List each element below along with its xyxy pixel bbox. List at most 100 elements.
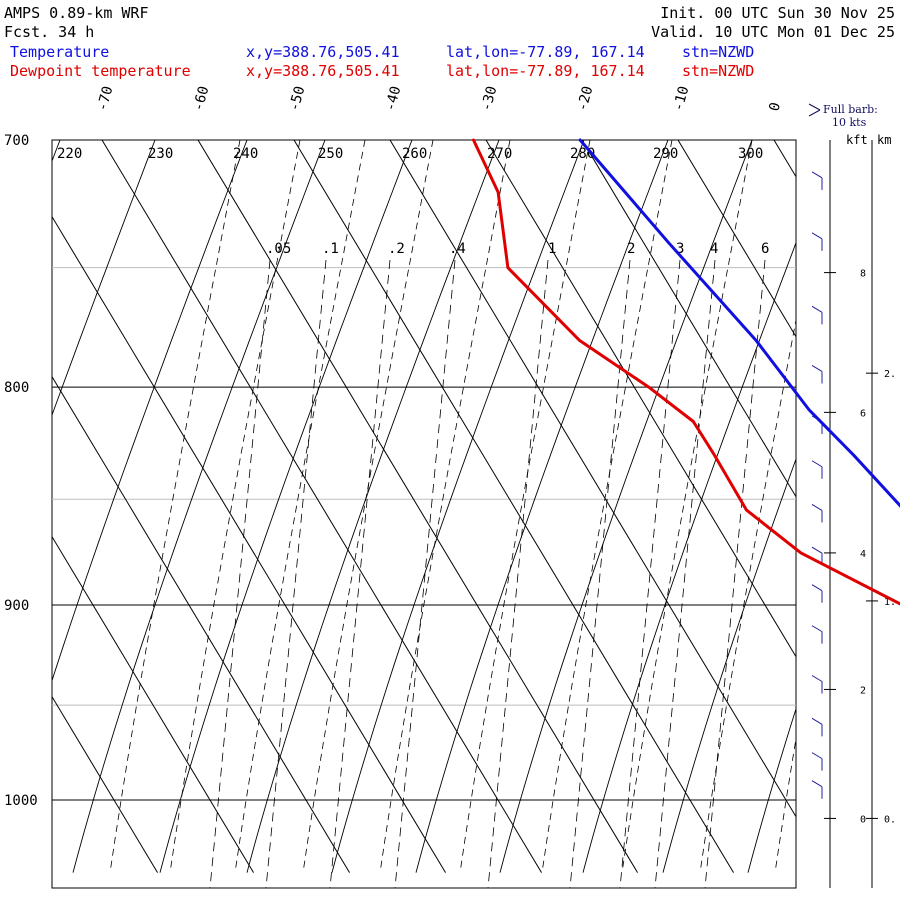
mixing-ratio-line [265,259,327,888]
pressure-label-1000: 1000 [4,793,38,809]
barb-legend: Full barb: 10 kts [808,103,878,129]
dry-adiabat [52,140,156,417]
wind-barbs [811,171,823,799]
wind-barb [811,460,823,479]
dry-adiabat [246,140,500,873]
isotherm-label: -20 [574,84,596,113]
wind-barb [811,584,823,603]
isotherm [389,140,796,818]
temperature-station: stn=NZWD [682,43,754,61]
mixing-ratio-label: .4 [449,241,466,257]
wind-barb-flag [811,546,823,554]
isotherm [52,695,158,873]
wind-barb [811,305,823,325]
moist-adiabat [109,140,241,873]
mixing-ratio-label: 6 [761,241,769,257]
isotherm-label: -10 [670,84,692,113]
temperature-legend: Temperature [10,43,109,61]
legend-barb-flag [808,109,821,117]
wind-barb [811,232,823,251]
wind-barb [811,504,823,523]
wind-barb-flag [811,504,823,511]
theta-label: 260 [402,146,427,162]
isotherm-label: -40 [382,84,404,113]
wind-barb [811,625,823,644]
dry-adiabat [747,707,796,873]
theta-label: 230 [148,146,173,162]
isotherm-label: -50 [286,84,308,113]
wind-barb-flag [811,625,823,633]
dry-adiabat [52,140,248,683]
mixing-ratio-line [487,259,549,888]
mixing-ratio-line [619,259,681,888]
pressure-label-800: 800 [4,380,29,396]
kft-label: 2 [860,685,866,696]
kft-axis-label: kft [846,133,868,147]
dry-adiabat [72,140,326,873]
wind-barb [811,171,823,190]
moist-adiabat [541,140,673,873]
temperature-profile [578,138,900,508]
init-time: Init. 00 UTC Sun 30 Nov 25 [660,4,895,22]
isotherm [485,140,796,658]
plot-frame [51,139,797,889]
theta-label: 220 [57,146,82,162]
moist-adiabat [169,140,301,873]
isotherm [101,140,542,873]
mixing-ratio-line [329,259,391,888]
dry-adiabat [833,140,900,873]
wind-barb [811,752,823,771]
wind-barb-flag [811,232,823,240]
wind-barb-flag [811,460,823,468]
dewpoint-profile [472,138,900,606]
mixing-ratio-label: 1 [548,241,556,257]
moist-adiabat [234,140,366,873]
mixing-ratio-label: 2 [627,241,635,257]
mixing-ratio-label: .05 [266,241,291,257]
km-label: 0. [884,814,896,825]
wind-barb [811,717,823,737]
mixing-ratio-label: .1 [322,241,339,257]
dry-adiabat [159,140,413,873]
mixing-ratio-line [209,259,271,888]
kft-label: 0 [860,814,866,825]
wind-barb-flag [811,752,823,760]
legend-barb-staff [808,103,821,111]
pressure-label-900: 900 [4,598,29,614]
moist-adiabat [379,140,511,873]
dry-adiabat [415,140,669,873]
valid-time: Valid. 10 UTC Mon 01 Dec 25 [651,23,895,41]
mixing-ratio-line [394,259,456,888]
moist-adiabat [302,140,434,873]
dry-adiabat [331,140,585,873]
wind-barb [811,675,823,694]
isotherm [293,140,734,873]
isotherm-label: -70 [94,84,116,113]
forecast-hour: Fcst. 34 h [4,23,94,41]
moist-adiabat [621,140,753,873]
wind-barb-flag [811,675,823,682]
isotherm-label: -60 [190,84,212,113]
theta-label: 250 [318,146,343,162]
wind-barb [811,365,823,384]
mixing-ratio-label: .2 [388,241,405,257]
dewpoint-station: stn=NZWD [682,62,754,80]
temperature-latlon: lat,lon=-77.89, 167.14 [446,43,645,61]
km-label: 2. [884,369,896,380]
wind-barb-flag [811,717,823,725]
theta-label: 240 [233,146,258,162]
dry-adiabat [499,140,753,873]
model-title: AMPS 0.89-km WRF [4,4,149,22]
barb-legend-line2: 10 kts [832,116,867,129]
isotherm [52,375,350,873]
dry-adiabat [662,457,796,873]
mixing-ratio-label: 3 [676,241,684,257]
mixing-ratio-line [569,259,631,888]
isotherm-label: -30 [478,84,500,113]
wind-barb-flag [811,584,823,592]
dewpoint-latlon: lat,lon=-77.89, 167.14 [446,62,645,80]
wind-barb-flag [811,305,823,313]
wind-barb-flag [811,780,823,788]
isotherm-label: 0 [766,101,784,113]
